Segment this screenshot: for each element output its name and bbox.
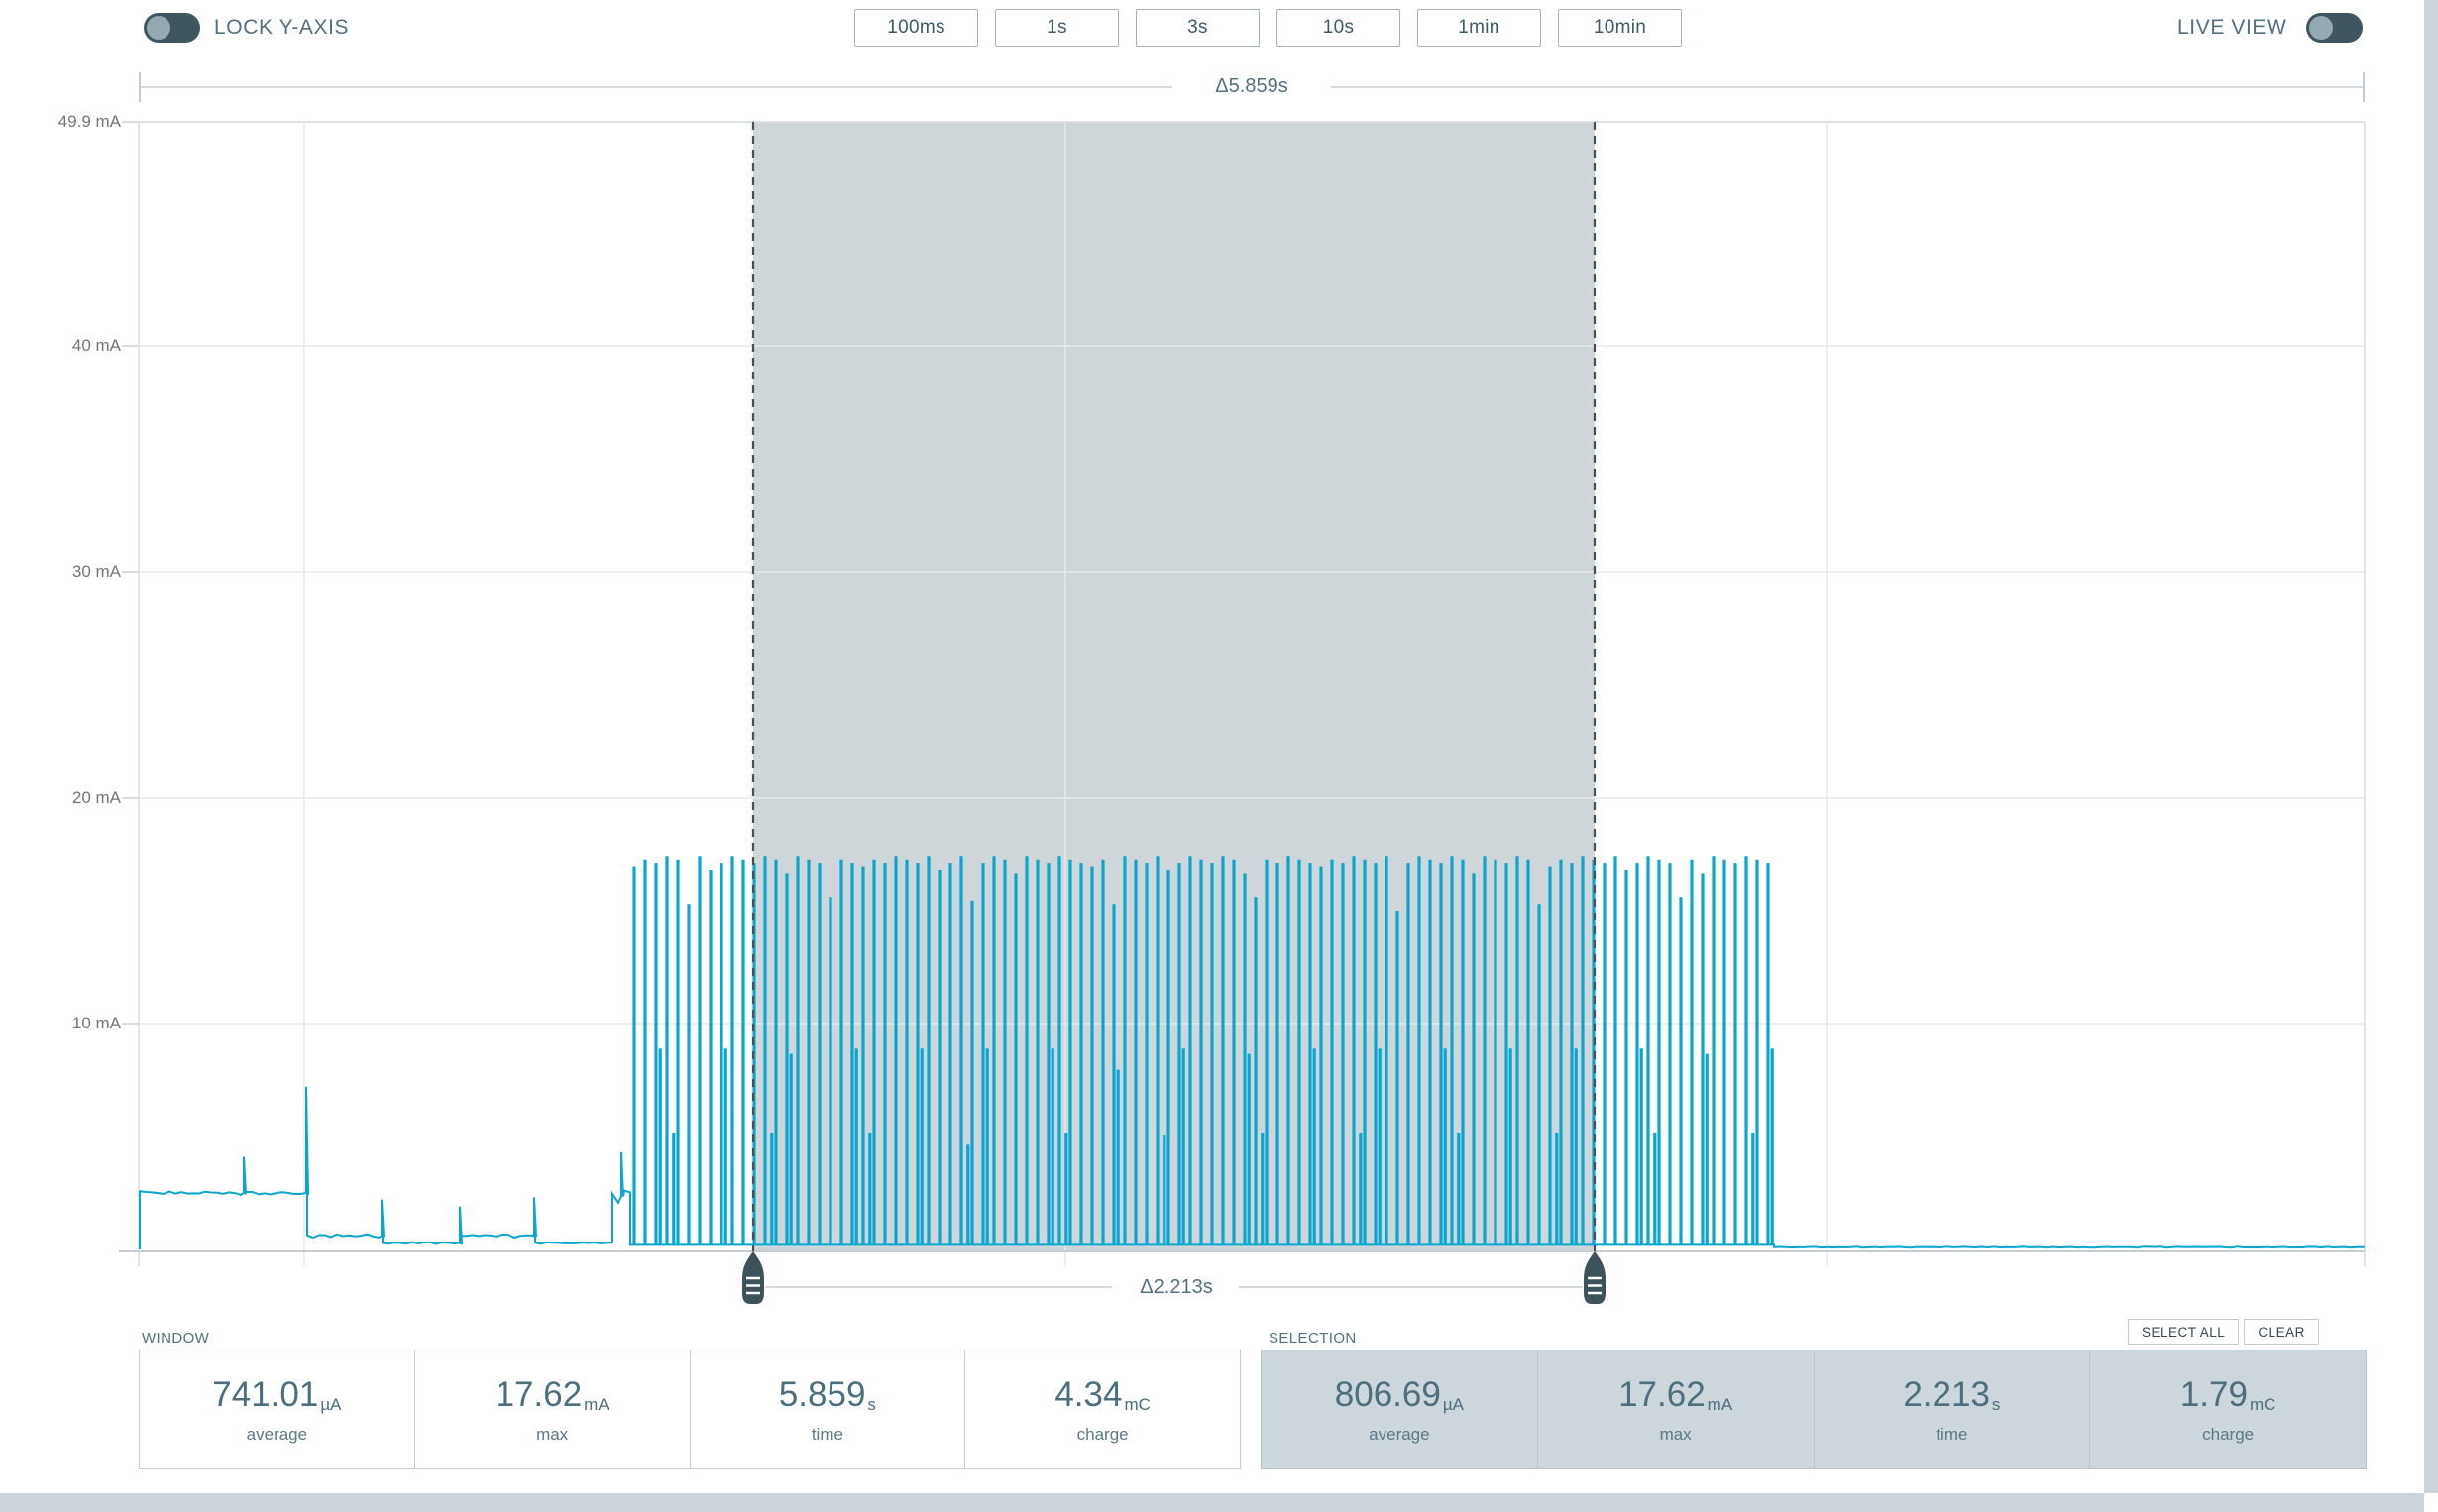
selection-region[interactable] [753, 122, 1595, 1251]
stat-value: 1.79 mC [2179, 1374, 2276, 1414]
current-waveform [139, 1086, 2366, 1249]
stat-value: 741.01 µA [212, 1374, 342, 1414]
lock-y-axis-toggle[interactable] [144, 13, 200, 43]
time-window-button-100ms[interactable]: 100ms [854, 9, 978, 47]
stat-unit: s [1991, 1394, 2001, 1414]
window-stat-cell-charge: 4.34 mC charge [964, 1350, 1240, 1468]
stat-value: 806.69 µA [1334, 1374, 1464, 1414]
horizontal-scrollbar[interactable] [0, 1493, 2424, 1512]
time-window-button-10s[interactable]: 10s [1276, 9, 1400, 47]
y-axis-tick-label: 30 mA [71, 562, 121, 581]
time-window-button-group: 100ms 1s 3s 10s 1min 10min [854, 9, 1682, 47]
stat-unit: mA [584, 1394, 610, 1414]
current-waveform-spikes [632, 856, 1774, 1245]
window-duration-label: Δ5.859s [1177, 75, 1326, 98]
toggle-knob-icon [147, 16, 170, 40]
stat-label: charge [2202, 1424, 2255, 1444]
time-window-button-3s[interactable]: 3s [1136, 9, 1260, 47]
clear-selection-button[interactable]: CLEAR [2244, 1319, 2319, 1345]
y-axis-tick-label: 10 mA [71, 1014, 121, 1032]
stat-unit: mC [2249, 1394, 2276, 1414]
stat-unit: mC [1124, 1394, 1151, 1414]
window-stat-cell-average: 741.01 µA average [140, 1350, 414, 1468]
stat-label: max [1659, 1424, 1692, 1444]
time-window-button-1min[interactable]: 1min [1417, 9, 1541, 47]
stat-label: time [811, 1424, 843, 1444]
y-axis-tick-label: 40 mA [71, 336, 121, 355]
selection-stats-panel: 806.69 µA average 17.62 mA max 2.213 s time 1.79 m… [1261, 1350, 2367, 1469]
stat-label: average [246, 1424, 308, 1444]
select-all-button[interactable]: SELECT ALL [2128, 1319, 2240, 1345]
time-window-button-10min[interactable]: 10min [1558, 9, 1682, 47]
selection-stat-cell-time: 2.213 s time [1813, 1350, 2090, 1468]
stat-unit: mA [1707, 1394, 1733, 1414]
lock-y-axis-label: LOCK Y-AXIS [214, 16, 350, 39]
window-stat-cell-time: 5.859 s time [689, 1350, 965, 1468]
stat-value: 5.859 s [778, 1374, 876, 1414]
stat-label: max [536, 1424, 569, 1444]
time-window-button-1s[interactable]: 1s [995, 9, 1119, 47]
window-stat-cell-max: 17.62 mA max [413, 1350, 690, 1468]
selection-stat-cell-charge: 1.79 mC charge [2089, 1350, 2366, 1468]
vertical-scrollbar[interactable] [2424, 0, 2438, 1493]
selection-duration-label: Δ2.213s [1117, 1276, 1236, 1299]
selection-actions: SELECT ALL CLEAR [2128, 1319, 2319, 1345]
window-stats-title: WINDOW [142, 1330, 210, 1347]
y-axis-tick-label: 49.9 mA [57, 112, 121, 131]
selection-stats-title: SELECTION [1269, 1330, 1357, 1347]
stat-unit: s [867, 1394, 876, 1414]
stat-value: 17.62 mA [495, 1374, 610, 1414]
stat-value: 4.34 mC [1054, 1374, 1151, 1414]
live-view-toggle[interactable] [2306, 13, 2363, 43]
stat-value: 17.62 mA [1618, 1374, 1733, 1414]
stat-unit: µA [1442, 1394, 1464, 1414]
stat-label: time [1936, 1424, 1968, 1444]
stat-unit: µA [320, 1394, 342, 1414]
selection-stat-cell-max: 17.62 mA max [1536, 1350, 1814, 1468]
stat-label: charge [1076, 1424, 1129, 1444]
toggle-knob-icon [2309, 16, 2333, 40]
stat-label: average [1369, 1424, 1430, 1444]
y-axis-tick-label: 20 mA [71, 788, 121, 807]
live-view-label: LIVE VIEW [2177, 16, 2287, 39]
stat-value: 2.213 s [1903, 1374, 2001, 1414]
window-stats-panel: 741.01 µA average 17.62 mA max 5.859 s time 4.34 m… [139, 1350, 1241, 1469]
selection-stat-cell-average: 806.69 µA average [1262, 1350, 1537, 1468]
